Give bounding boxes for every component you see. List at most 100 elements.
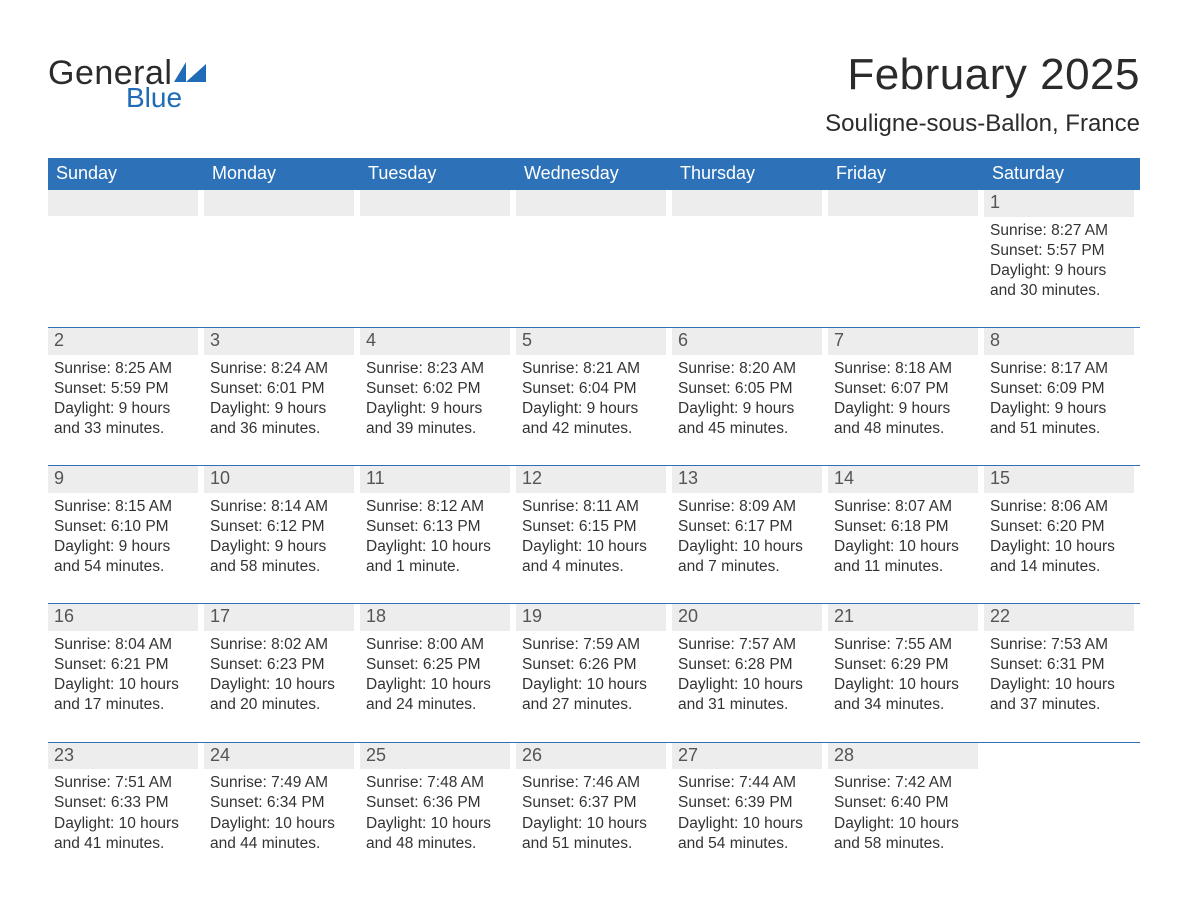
week-row: 16Sunrise: 8:04 AMSunset: 6:21 PMDayligh… (48, 604, 1140, 742)
day-details: Sunrise: 8:07 AMSunset: 6:18 PMDaylight:… (828, 493, 978, 578)
day-number: 21 (828, 604, 978, 631)
sunrise-line: Sunrise: 7:59 AM (522, 635, 666, 655)
sunrise-line: Sunrise: 7:46 AM (522, 773, 666, 793)
brand-word-2: Blue (126, 84, 182, 112)
day-details: Sunrise: 8:21 AMSunset: 6:04 PMDaylight:… (516, 355, 666, 440)
day-details: Sunrise: 8:23 AMSunset: 6:02 PMDaylight:… (360, 355, 510, 440)
sunrise-line: Sunrise: 8:24 AM (210, 359, 354, 379)
sunset-line: Sunset: 6:20 PM (990, 517, 1134, 537)
day-details: Sunrise: 7:51 AMSunset: 6:33 PMDaylight:… (48, 769, 198, 854)
day-cell: 7Sunrise: 8:18 AMSunset: 6:07 PMDaylight… (828, 328, 984, 466)
day-details: Sunrise: 8:09 AMSunset: 6:17 PMDaylight:… (672, 493, 822, 578)
day-cell: 22Sunrise: 7:53 AMSunset: 6:31 PMDayligh… (984, 604, 1140, 742)
day-details: Sunrise: 7:46 AMSunset: 6:37 PMDaylight:… (516, 769, 666, 854)
sunset-line: Sunset: 6:25 PM (366, 655, 510, 675)
daylight-line: Daylight: 10 hours and 41 minutes. (54, 814, 198, 854)
day-details: Sunrise: 8:14 AMSunset: 6:12 PMDaylight:… (204, 493, 354, 578)
sunrise-line: Sunrise: 7:44 AM (678, 773, 822, 793)
day-cell (672, 190, 828, 328)
day-number: 2 (48, 328, 198, 355)
day-number: 6 (672, 328, 822, 355)
day-cell: 9 Sunrise: 8:15 AMSunset: 6:10 PMDaylight… (48, 466, 204, 604)
sunrise-line: Sunrise: 8:14 AM (210, 497, 354, 517)
day-cell: 14Sunrise: 8:07 AMSunset: 6:18 PMDayligh… (828, 466, 984, 604)
day-cell: 27Sunrise: 7:44 AMSunset: 6:39 PMDayligh… (672, 743, 828, 880)
day-cell: 6Sunrise: 8:20 AMSunset: 6:05 PMDaylight… (672, 328, 828, 466)
blank-day-header (516, 190, 666, 216)
daylight-line: Daylight: 9 hours and 54 minutes. (54, 537, 198, 577)
sunset-line: Sunset: 6:10 PM (54, 517, 198, 537)
day-number: 20 (672, 604, 822, 631)
sunrise-line: Sunrise: 8:15 AM (54, 497, 198, 517)
day-details: Sunrise: 7:48 AMSunset: 6:36 PMDaylight:… (360, 769, 510, 854)
blank-day-header (204, 190, 354, 216)
sunrise-line: Sunrise: 8:02 AM (210, 635, 354, 655)
sunrise-line: Sunrise: 8:18 AM (834, 359, 978, 379)
day-number: 19 (516, 604, 666, 631)
blank-day-header (828, 190, 978, 216)
day-cell: 25Sunrise: 7:48 AMSunset: 6:36 PMDayligh… (360, 743, 516, 880)
sunset-line: Sunset: 6:02 PM (366, 379, 510, 399)
day-cell: 18Sunrise: 8:00 AMSunset: 6:25 PMDayligh… (360, 604, 516, 742)
sunset-line: Sunset: 6:04 PM (522, 379, 666, 399)
page-title: February 2025 (825, 50, 1140, 100)
day-number: 24 (204, 743, 354, 770)
day-number: 1 (984, 190, 1134, 217)
sunrise-line: Sunrise: 7:57 AM (678, 635, 822, 655)
day-cell: 16Sunrise: 8:04 AMSunset: 6:21 PMDayligh… (48, 604, 204, 742)
day-details: Sunrise: 8:02 AMSunset: 6:23 PMDaylight:… (204, 631, 354, 716)
day-number: 4 (360, 328, 510, 355)
sunrise-line: Sunrise: 8:07 AM (834, 497, 978, 517)
daylight-line: Daylight: 10 hours and 27 minutes. (522, 675, 666, 715)
sunrise-line: Sunrise: 8:25 AM (54, 359, 198, 379)
day-cell (360, 190, 516, 328)
sunrise-line: Sunrise: 8:09 AM (678, 497, 822, 517)
day-details: Sunrise: 8:12 AMSunset: 6:13 PMDaylight:… (360, 493, 510, 578)
daylight-line: Daylight: 10 hours and 14 minutes. (990, 537, 1134, 577)
day-cell: 20 Sunrise: 7:57 AMSunset: 6:28 PMDayligh… (672, 604, 828, 742)
dow-friday: Friday (828, 158, 984, 190)
daylight-line: Daylight: 9 hours and 45 minutes. (678, 399, 822, 439)
day-details: Sunrise: 8:25 AMSunset: 5:59 PMDaylight:… (48, 355, 198, 440)
dow-tuesday: Tuesday (360, 158, 516, 190)
day-number: 18 (360, 604, 510, 631)
day-number: 16 (48, 604, 198, 631)
day-details: Sunrise: 8:04 AMSunset: 6:21 PMDaylight:… (48, 631, 198, 716)
sunset-line: Sunset: 6:37 PM (522, 793, 666, 813)
day-number: 8 (984, 328, 1134, 355)
day-number: 12 (516, 466, 666, 493)
sunset-line: Sunset: 6:33 PM (54, 793, 198, 813)
brand-logo: General Blue (48, 56, 208, 112)
dow-sunday: Sunday (48, 158, 204, 190)
sunset-line: Sunset: 6:40 PM (834, 793, 978, 813)
day-number: 3 (204, 328, 354, 355)
dow-wednesday: Wednesday (516, 158, 672, 190)
week-row: 2Sunrise: 8:25 AMSunset: 5:59 PMDaylight… (48, 328, 1140, 466)
daylight-line: Daylight: 10 hours and 34 minutes. (834, 675, 978, 715)
day-number: 15 (984, 466, 1134, 493)
day-number: 9 (48, 466, 198, 493)
sunset-line: Sunset: 6:12 PM (210, 517, 354, 537)
daylight-line: Daylight: 10 hours and 31 minutes. (678, 675, 822, 715)
daylight-line: Daylight: 10 hours and 4 minutes. (522, 537, 666, 577)
day-details: Sunrise: 7:49 AMSunset: 6:34 PMDaylight:… (204, 769, 354, 854)
calendar-body: 1Sunrise: 8:27 AMSunset: 5:57 PMDaylight… (48, 190, 1140, 880)
day-cell: 3Sunrise: 8:24 AMSunset: 6:01 PMDaylight… (204, 328, 360, 466)
location: Souligne-sous-Ballon, France (825, 110, 1140, 138)
sunset-line: Sunset: 6:07 PM (834, 379, 978, 399)
daylight-line: Daylight: 9 hours and 42 minutes. (522, 399, 666, 439)
sunrise-line: Sunrise: 7:49 AM (210, 773, 354, 793)
sunrise-line: Sunrise: 8:23 AM (366, 359, 510, 379)
day-details: Sunrise: 7:44 AMSunset: 6:39 PMDaylight:… (672, 769, 822, 854)
day-cell (204, 190, 360, 328)
sunset-line: Sunset: 6:18 PM (834, 517, 978, 537)
sunset-line: Sunset: 6:21 PM (54, 655, 198, 675)
day-cell: 2Sunrise: 8:25 AMSunset: 5:59 PMDaylight… (48, 328, 204, 466)
day-cell: 8Sunrise: 8:17 AMSunset: 6:09 PMDaylight… (984, 328, 1140, 466)
day-cell: 13Sunrise: 8:09 AMSunset: 6:17 PMDayligh… (672, 466, 828, 604)
sunrise-line: Sunrise: 7:42 AM (834, 773, 978, 793)
day-details: Sunrise: 7:55 AMSunset: 6:29 PMDaylight:… (828, 631, 978, 716)
sunset-line: Sunset: 6:28 PM (678, 655, 822, 675)
sunset-line: Sunset: 6:39 PM (678, 793, 822, 813)
sunrise-line: Sunrise: 8:20 AM (678, 359, 822, 379)
